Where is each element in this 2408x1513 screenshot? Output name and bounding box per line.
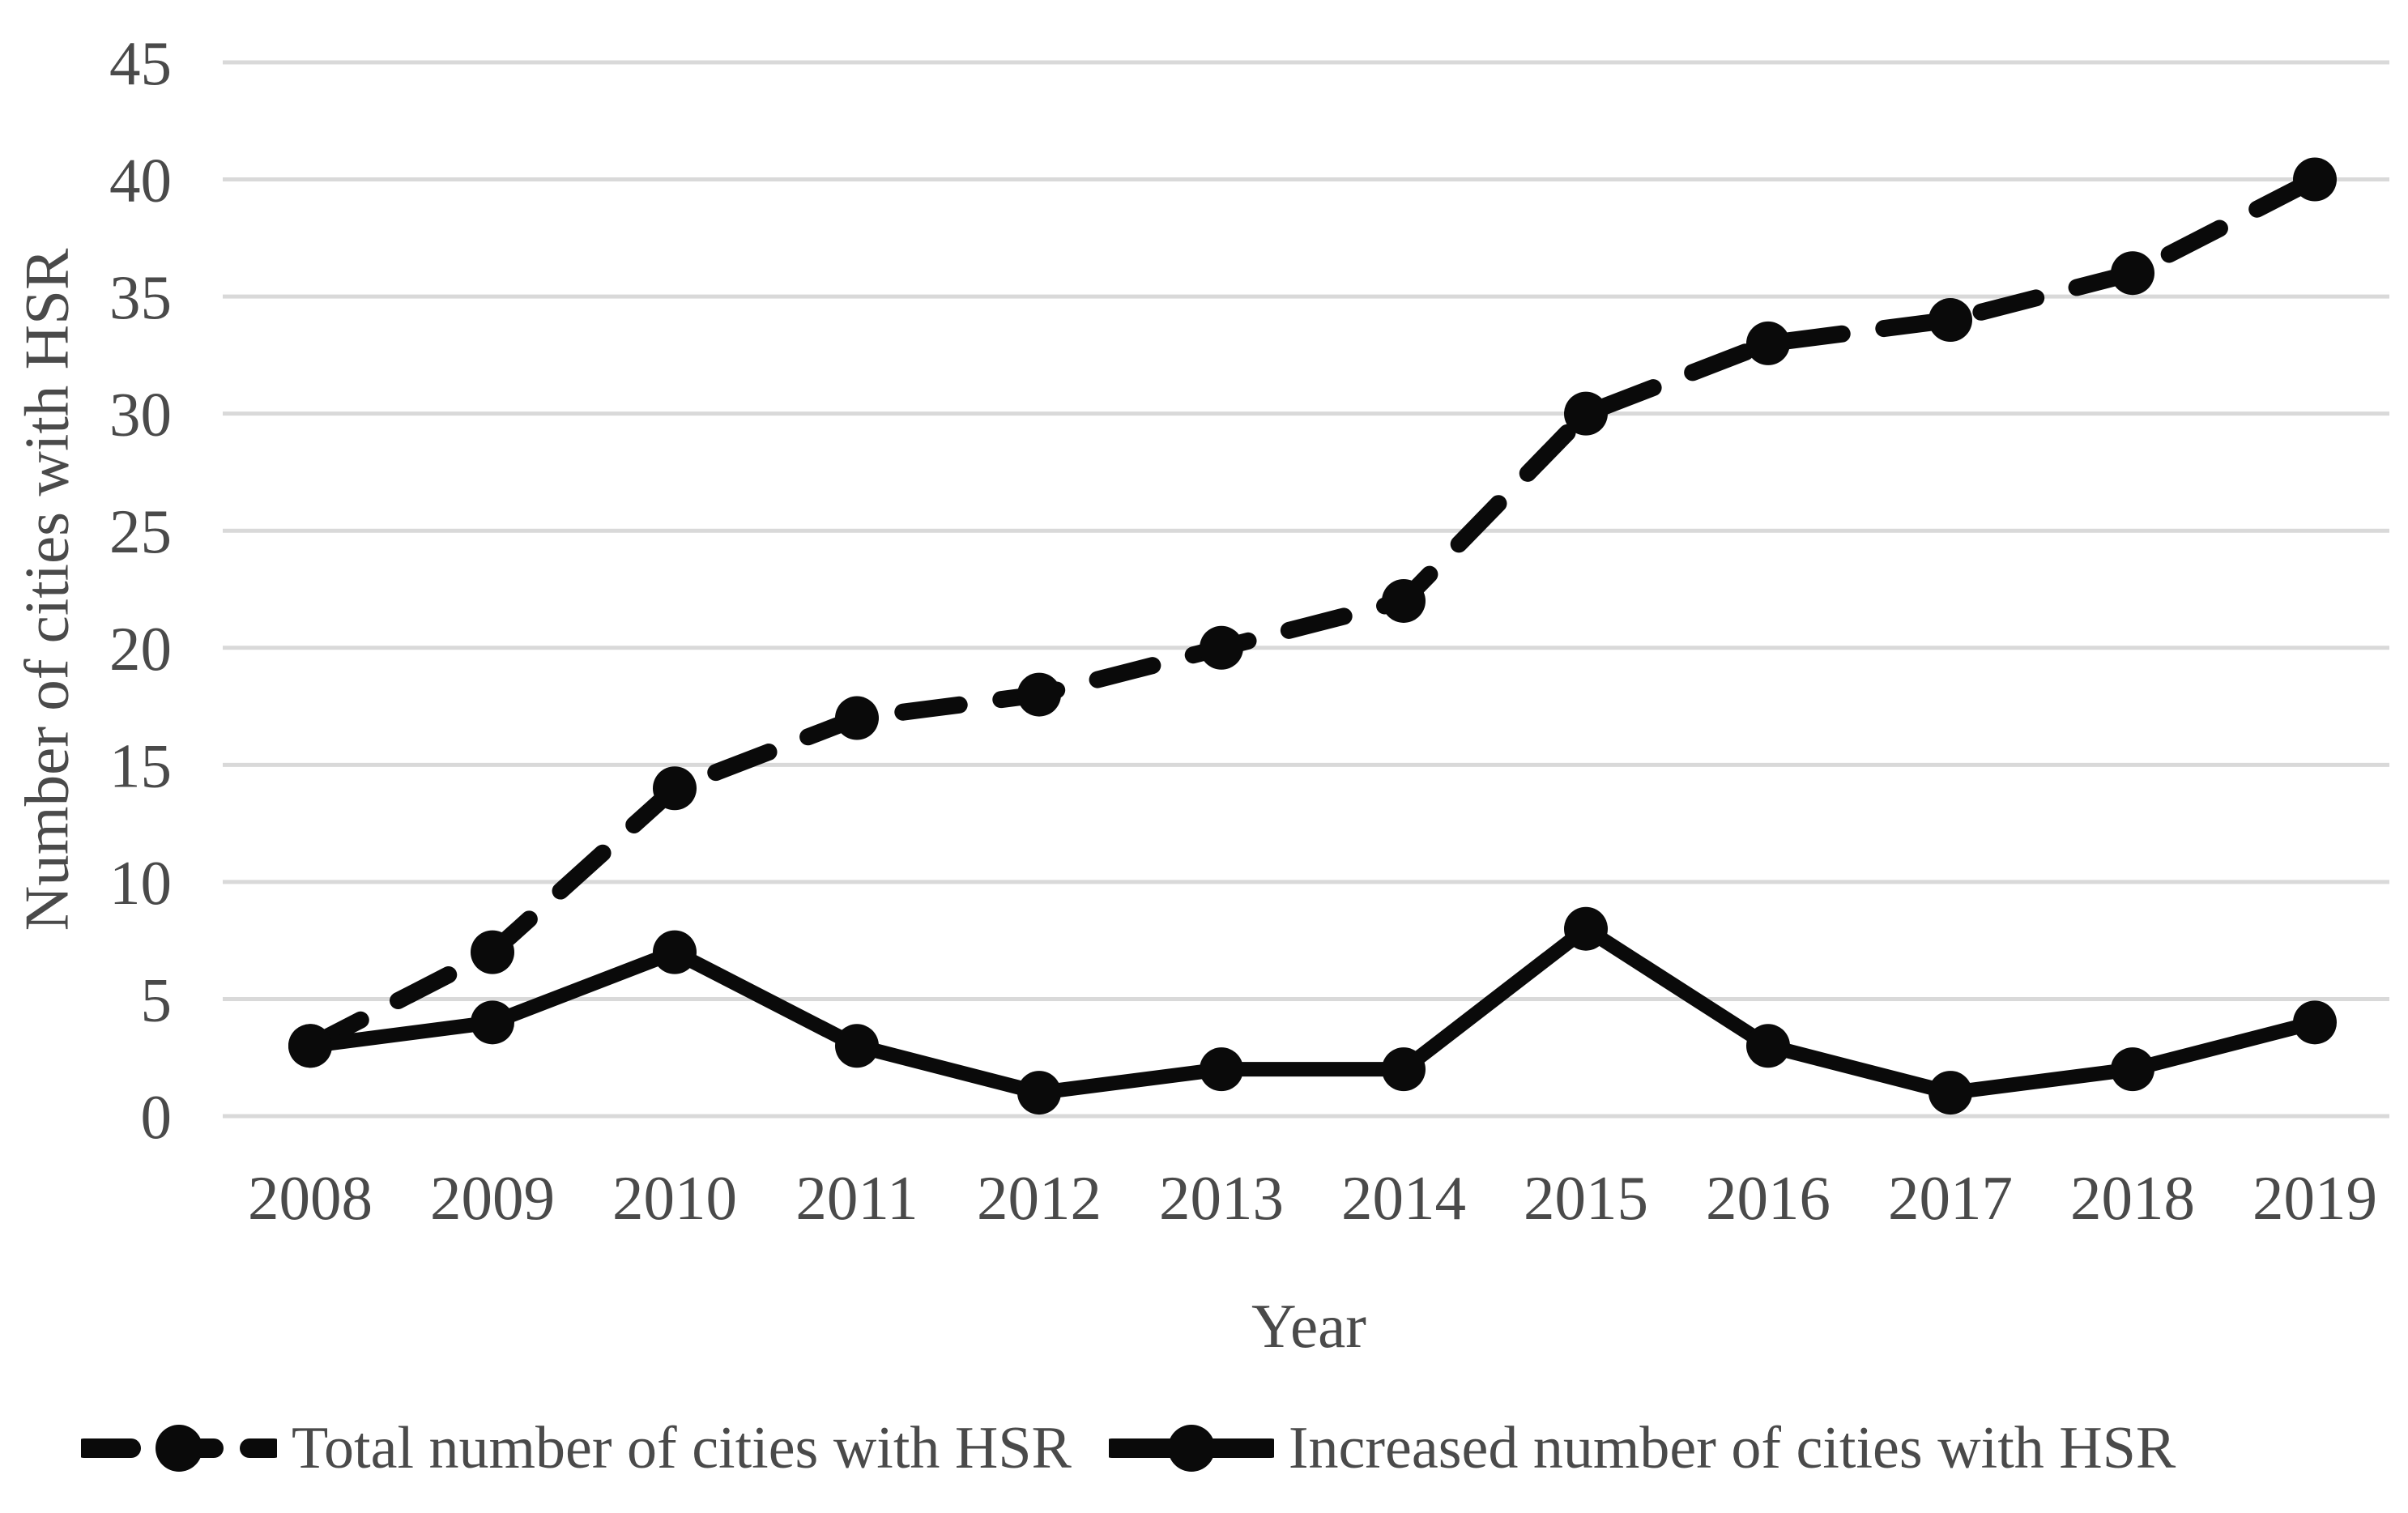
series-marker-increased — [2293, 1000, 2337, 1045]
y-tick-label: 0 — [141, 1082, 173, 1152]
x-tick-label: 2019 — [2252, 1163, 2377, 1233]
y-tick-label: 20 — [109, 614, 172, 684]
y-tick-label: 40 — [109, 146, 172, 215]
y-tick-label: 5 — [141, 965, 173, 1034]
series-marker-total — [471, 930, 514, 974]
series-marker-total — [2293, 157, 2337, 202]
legend-item-increased: Increased number of cities with HSR — [1108, 1414, 2176, 1483]
series-marker-total — [1746, 321, 1790, 365]
legend-label-increased: Increased number of cities with HSR — [1288, 1414, 2176, 1481]
series-marker-increased — [1017, 1071, 1061, 1115]
series-marker-increased — [1564, 906, 1608, 951]
y-tick-label: 45 — [109, 28, 172, 98]
y-axis-title: Number of cities with HSR — [11, 248, 82, 931]
series-marker-total — [1929, 298, 1972, 343]
series-marker-increased — [1929, 1071, 1972, 1115]
y-tick-label: 25 — [109, 497, 172, 566]
series-marker-increased — [653, 930, 697, 974]
x-tick-label: 2018 — [2070, 1163, 2195, 1233]
series-marker-total — [835, 696, 879, 740]
series-marker-increased — [288, 1024, 332, 1068]
series-line-total — [301, 171, 2324, 1055]
legend-item-total: Total number of cities with HSR — [81, 1414, 1072, 1483]
x-tick-label: 2010 — [612, 1163, 737, 1233]
x-tick-label: 2008 — [248, 1163, 373, 1233]
series-marker-increased — [1200, 1047, 1243, 1092]
x-axis-title: Year — [1251, 1291, 1366, 1361]
series-marker-increased — [835, 1024, 879, 1068]
series-marker-increased — [1746, 1024, 1790, 1068]
legend: Total number of cities with HSR Increase… — [81, 1400, 2373, 1497]
y-tick-label: 35 — [109, 262, 172, 332]
series-marker-total — [1200, 625, 1243, 670]
series-marker-total — [1564, 391, 1608, 436]
series-marker-total — [1382, 578, 1426, 623]
series-marker-total — [1017, 672, 1061, 717]
dashed-line-marker-icon — [81, 1425, 277, 1472]
series-marker-total — [653, 766, 697, 811]
x-tick-label: 2017 — [1888, 1163, 2013, 1233]
y-tick-label: 30 — [109, 380, 172, 450]
legend-label-total: Total number of cities with HSR — [292, 1414, 1072, 1481]
x-tick-label: 2013 — [1159, 1163, 1284, 1233]
series-marker-increased — [2111, 1047, 2154, 1092]
x-tick-label: 2014 — [1341, 1163, 1466, 1233]
series-marker-increased — [1382, 1047, 1426, 1092]
x-tick-label: 2015 — [1524, 1163, 1648, 1233]
series-line-increased — [303, 921, 2322, 1101]
x-tick-label: 2012 — [977, 1163, 1102, 1233]
x-tick-label: 2016 — [1706, 1163, 1831, 1233]
series-marker-total — [2111, 251, 2154, 296]
x-tick-label: 2011 — [795, 1163, 918, 1233]
solid-line-marker-icon — [1108, 1425, 1274, 1472]
y-tick-label: 10 — [109, 848, 172, 918]
series-marker-increased — [471, 1000, 514, 1045]
y-tick-label: 15 — [109, 731, 172, 800]
x-tick-label: 2009 — [430, 1163, 555, 1233]
